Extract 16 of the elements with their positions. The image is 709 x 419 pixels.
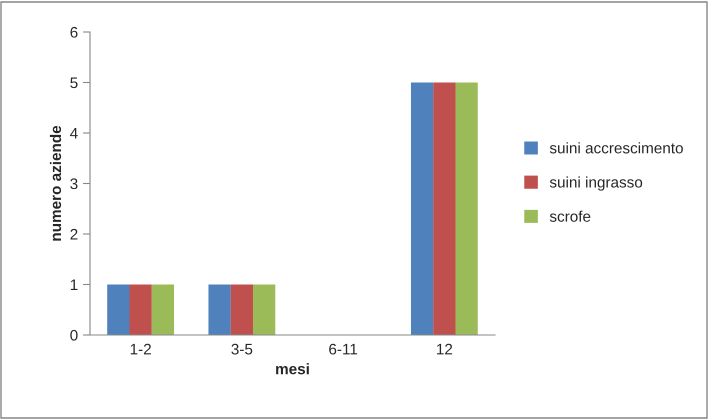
x-tick-label: 6-11 <box>329 344 358 355</box>
legend-label: scrofe <box>550 210 590 222</box>
y-tick-label: 0 <box>70 330 78 341</box>
x-tick-label: 3-5 <box>231 344 252 355</box>
y-tick-label: 2 <box>70 228 78 240</box>
legend-label: suini ingrasso <box>550 176 642 191</box>
y-tick-label: 5 <box>70 78 78 88</box>
y-axis-title: numero aziende <box>50 126 62 241</box>
x-tick-label: 12 <box>437 344 452 354</box>
x-axis-title: mesi <box>276 363 309 374</box>
y-tick-label: 4 <box>70 128 78 139</box>
legend-label: suini accrescimento <box>550 142 683 154</box>
y-tick-label: 6 <box>70 26 78 38</box>
y-tick-label: 3 <box>70 178 78 190</box>
y-tick-label: 1 <box>70 280 78 290</box>
x-tick-label: 1-2 <box>130 344 151 354</box>
